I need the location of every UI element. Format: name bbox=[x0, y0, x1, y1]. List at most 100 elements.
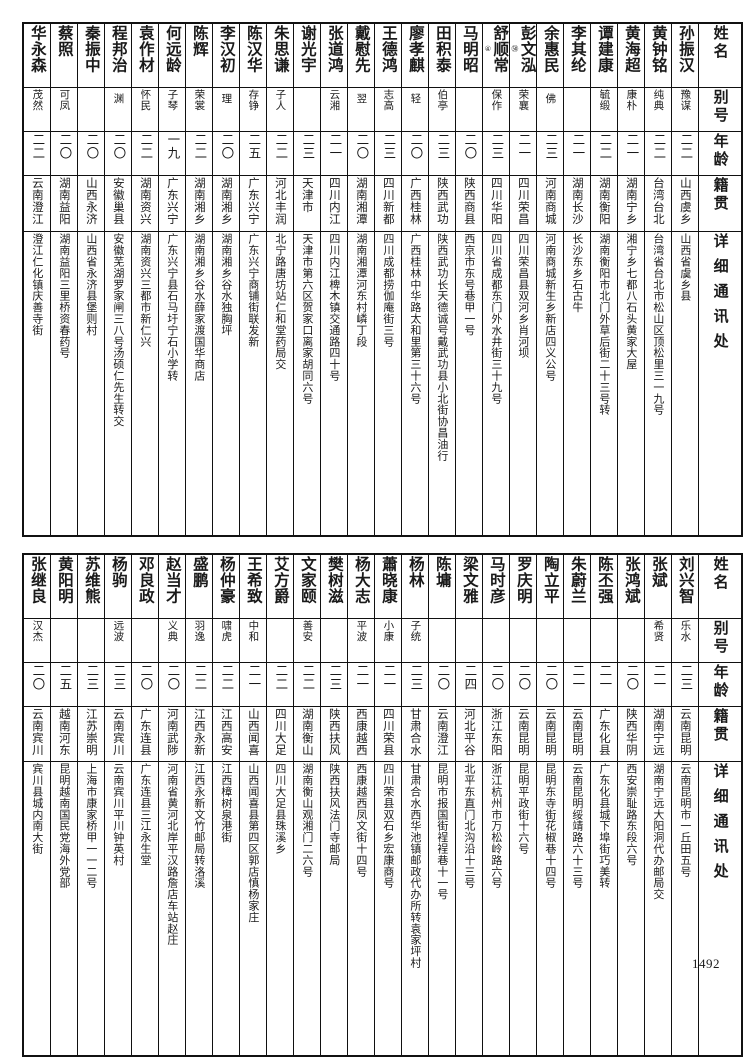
cell-origin: 湖南宁乡 bbox=[617, 175, 645, 232]
age-text: 二三 bbox=[111, 663, 127, 691]
alias-text: 乐水 bbox=[679, 619, 692, 642]
cell-address: 湖南湘乡谷水独胸坪 bbox=[212, 230, 240, 537]
cell-origin: 湖南资兴 bbox=[131, 175, 159, 232]
cell-origin: 湖南湘乡 bbox=[185, 175, 213, 232]
cell-alias: 豫谋 bbox=[671, 87, 699, 132]
cell-origin: 甘肃合水 bbox=[401, 705, 429, 763]
name-text: 张道鸿 bbox=[325, 25, 344, 73]
cell-address: 四川内江椑木镇交通路四十号 bbox=[320, 230, 348, 537]
row-address: 宾川县城内南大街 昆明越南国民党海外党部 上海市康家桥甲一一二号 云南宾川平川钟英村广… bbox=[22, 761, 743, 1057]
origin-text: 山西虞乡 bbox=[678, 177, 693, 225]
cell-age: 二〇 bbox=[617, 661, 645, 707]
cell-age: 二〇 bbox=[212, 131, 240, 176]
cell-name: 黄阳明 bbox=[50, 553, 78, 619]
age-text: 二三 bbox=[489, 133, 505, 160]
age-text: 一九 bbox=[165, 133, 181, 160]
cell-age: 二二 bbox=[266, 661, 294, 707]
cell-alias bbox=[617, 617, 645, 663]
cell-name: 马明昭 bbox=[455, 22, 483, 88]
origin-text: 陕西华阴 bbox=[624, 707, 639, 756]
cell-age: 二〇 bbox=[158, 661, 186, 707]
cell-origin: 西康越西 bbox=[347, 705, 375, 763]
age-text: 二一 bbox=[651, 663, 667, 691]
cell-age: 二四 bbox=[455, 661, 483, 707]
age-text: 二〇 bbox=[462, 133, 478, 160]
origin-text: 陕西扶风 bbox=[327, 707, 342, 756]
header-alias: 别号 bbox=[698, 87, 743, 132]
cell-alias: 志高 bbox=[374, 87, 402, 132]
cell-alias: 子统 bbox=[401, 617, 429, 663]
origin-text: 湖南湘潭 bbox=[354, 177, 369, 225]
cell-origin: 湖南湘潭 bbox=[347, 175, 375, 232]
cell-address: 北平东直门北沟沿十三号 bbox=[455, 761, 483, 1057]
origin-text: 湖南宁乡 bbox=[624, 177, 639, 225]
address-text: 江西樟树泉港街 bbox=[219, 763, 233, 844]
age-text: 二三 bbox=[678, 663, 694, 691]
origin-text: 四川新都 bbox=[381, 177, 396, 225]
header-address: 详细通讯处 bbox=[698, 761, 743, 1057]
cell-address: 西康越西凤文街十四号 bbox=[347, 761, 375, 1057]
cell-origin: 河南武陟 bbox=[158, 705, 186, 763]
cell-name: 朱思谦 bbox=[266, 22, 294, 88]
origin-text: 广东兴宁 bbox=[165, 177, 180, 225]
address-text: 宾川县城内南大街 bbox=[30, 763, 44, 855]
age-text: 二一 bbox=[570, 133, 586, 160]
cell-origin: 广西桂林 bbox=[401, 175, 429, 232]
address-text: 昆明平政街十六号 bbox=[516, 763, 530, 855]
cell-address: 江西樟树泉港街 bbox=[212, 761, 240, 1057]
cell-address: 昆明平政街十六号 bbox=[509, 761, 537, 1057]
name-text: 梁文雅 bbox=[460, 555, 479, 604]
cell-address: 西京市东号巷甲一号 bbox=[455, 230, 483, 537]
age-text: 二一 bbox=[624, 133, 640, 160]
cell-address: 昆明越南国民党海外党部 bbox=[50, 761, 78, 1057]
address-text: 昆明市报国街裎裎巷十一号 bbox=[435, 763, 449, 901]
age-text: 二〇 bbox=[219, 133, 235, 160]
address-text: 北宁路唐坊站仁和堂药局交 bbox=[273, 232, 287, 370]
name-text: 陈汉华 bbox=[244, 25, 263, 73]
cell-age: 二一 bbox=[563, 661, 591, 707]
name-text: 邓良政 bbox=[136, 555, 155, 604]
origin-text: 安徽巢县 bbox=[111, 177, 126, 225]
alias-text: 善安 bbox=[301, 619, 314, 642]
cell-alias: 康朴 bbox=[617, 87, 645, 132]
age-text: 二〇 bbox=[408, 133, 424, 160]
alias-text: 子琴 bbox=[166, 89, 179, 111]
cell-alias bbox=[455, 87, 483, 132]
name-text: 蕭晓康 bbox=[379, 555, 398, 604]
address-text: 四川内江椑木镇交通路四十号 bbox=[327, 232, 341, 381]
cell-address: 湖南宁远大阳洞代办邮局交 bbox=[644, 761, 672, 1057]
address-text: 西京市东号巷甲一号 bbox=[462, 232, 476, 336]
name-text: 李其纶 bbox=[568, 25, 587, 73]
cell-alias: 渊 bbox=[104, 87, 132, 132]
cell-address: 河南商城新生乡新店四义公号 bbox=[536, 230, 564, 537]
alias-text: 汉杰 bbox=[31, 619, 44, 642]
cell-age: 二三 bbox=[401, 661, 429, 707]
cell-age: 二一 bbox=[590, 661, 618, 707]
alias-text: 豫谋 bbox=[679, 89, 692, 111]
cell-age: 二二 bbox=[131, 131, 159, 176]
age-text: 二五 bbox=[57, 663, 73, 691]
cell-address: 江西永新文竹邮局转洛溪 bbox=[185, 761, 213, 1057]
cell-age: 二三 bbox=[320, 661, 348, 707]
cell-origin: 四川荣县 bbox=[374, 705, 402, 763]
cell-address: 北宁路唐坊站仁和堂药局交 bbox=[266, 230, 294, 537]
header-name: 姓名 bbox=[698, 553, 743, 619]
cell-origin: 河南商城 bbox=[536, 175, 564, 232]
age-text: 二四 bbox=[462, 663, 478, 691]
name-text: 余惠民 bbox=[541, 25, 560, 73]
address-text: 湖南湘乡谷水薛家渡国华商店 bbox=[192, 232, 206, 381]
cell-alias bbox=[77, 617, 105, 663]
origin-text: 湖南宁远 bbox=[651, 707, 666, 756]
cell-age: 二三 bbox=[104, 661, 132, 707]
origin-text: 河北丰润 bbox=[273, 177, 288, 225]
table-separator bbox=[22, 537, 728, 553]
cell-alias bbox=[293, 87, 321, 132]
address-text: 上海市康家桥甲一一二号 bbox=[84, 763, 98, 889]
origin-text: 云南宾川 bbox=[30, 707, 45, 756]
name-text: 舒顺常 ④ bbox=[485, 25, 509, 73]
name-text: 王希致 bbox=[244, 555, 263, 604]
cell-name: 杨仲豪 bbox=[212, 553, 240, 619]
address-text: 云南宾川平川钟英村 bbox=[111, 763, 125, 866]
cell-name: 袁作材 bbox=[131, 22, 159, 88]
cell-alias: 可凤 bbox=[50, 87, 78, 132]
